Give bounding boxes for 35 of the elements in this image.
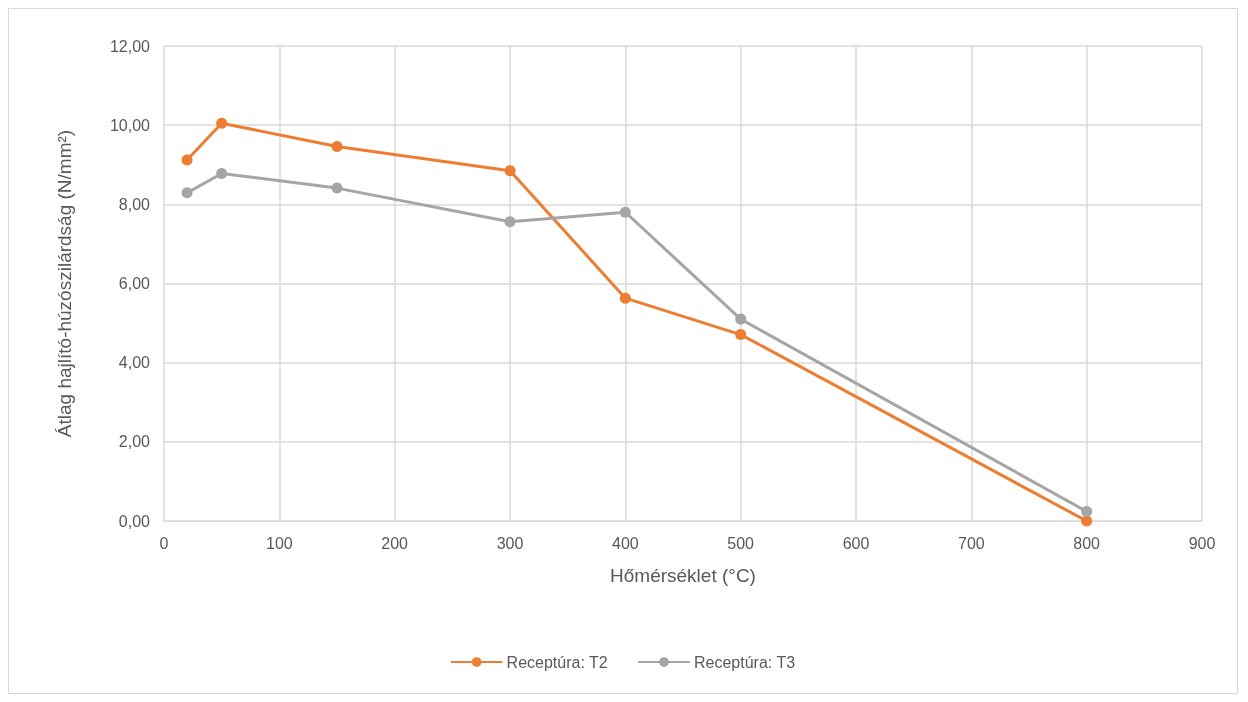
legend-label: Receptúra: T2 (506, 653, 608, 671)
point (331, 182, 343, 194)
point (504, 165, 516, 177)
y-tick-label: 8,00 (118, 195, 151, 213)
point (331, 141, 343, 153)
point (1081, 515, 1093, 527)
point (181, 187, 193, 199)
x-tick-label: 800 (1073, 534, 1101, 552)
x-tick-label: 100 (265, 534, 293, 552)
y-tick-label: 2,00 (118, 433, 151, 451)
y-tick-label: 0,00 (118, 512, 151, 530)
x-axis-title: Hőmérséklet (°C) (610, 565, 756, 586)
point (735, 313, 747, 325)
point (619, 206, 631, 218)
y-tick-label: 12,00 (109, 37, 151, 55)
x-tick-label: 0 (159, 534, 169, 552)
x-tick-label: 400 (611, 534, 639, 552)
x-tick-label: 600 (842, 534, 870, 552)
y-tick-label: 6,00 (118, 275, 151, 292)
point (619, 292, 631, 304)
y-tick-label: 4,00 (118, 354, 151, 372)
y-tick-label: 10,00 (109, 116, 151, 134)
point (216, 167, 228, 179)
x-tick-label: 500 (727, 534, 755, 552)
point (216, 117, 228, 129)
legend-label: Receptúra: T3 (694, 653, 796, 671)
point (735, 329, 747, 341)
x-tick-label: 300 (496, 534, 524, 552)
y-axis-title: Átlag hajlító-húzószilárdság (N/mm²) (54, 129, 75, 438)
x-tick-label: 900 (1188, 534, 1216, 552)
point (1081, 506, 1093, 517)
point (181, 154, 193, 166)
point (504, 216, 516, 228)
x-tick-label: 700 (957, 534, 985, 552)
x-tick-label: 200 (381, 534, 409, 552)
